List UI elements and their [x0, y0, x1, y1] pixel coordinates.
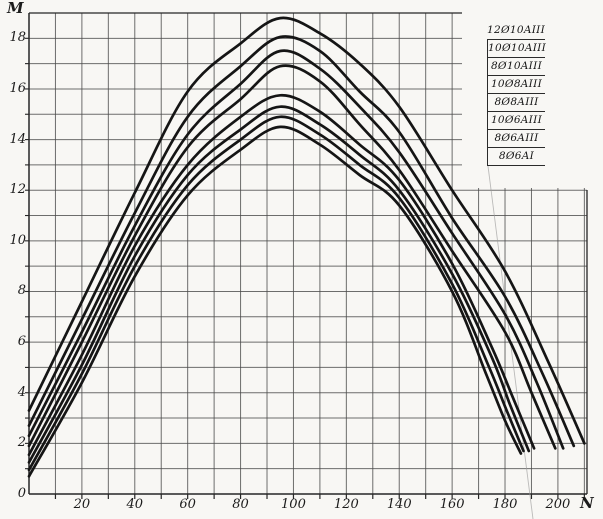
- legend-item: 10Ø8AIII: [487, 76, 545, 94]
- curve-series-1: [27, 16, 586, 445]
- x-tick-label: 200: [545, 497, 571, 512]
- y-tick-label: 6: [17, 334, 26, 350]
- legend-item: 8Ø10AIII: [487, 58, 545, 76]
- x-tick-label: 60: [179, 497, 196, 512]
- curve-series-5: [27, 93, 536, 457]
- legend-item: 8Ø8AIII: [487, 94, 545, 112]
- y-tick-label: 4: [17, 384, 26, 400]
- y-tick-label: 16: [9, 80, 26, 96]
- x-tick-label: 100: [281, 497, 306, 512]
- x-tick-label: 160: [439, 497, 465, 512]
- y-tick-label: 8: [17, 283, 26, 299]
- curve-series-6: [27, 105, 531, 464]
- legend-backdrop: [462, 0, 603, 188]
- legend-item: 10Ø10AIII: [487, 40, 546, 58]
- x-tick-label: 40: [126, 497, 144, 512]
- x-tick-label: 120: [333, 497, 359, 512]
- y-axis-label: M: [7, 0, 24, 17]
- x-tick-label: 180: [492, 497, 518, 512]
- legend-item: 8Ø6AIII: [487, 130, 545, 148]
- legend-item: 8Ø6AI: [487, 148, 545, 166]
- x-tick-label: 140: [386, 497, 412, 512]
- curve-series-8: [27, 125, 523, 478]
- y-tick-label: 12: [9, 182, 26, 198]
- y-tick-label: 10: [9, 232, 26, 248]
- y-tick-label: 2: [17, 435, 26, 451]
- curve-series-2: [27, 35, 576, 448]
- x-tick-label: 80: [232, 497, 249, 512]
- legend-item: 10Ø6AIII: [487, 112, 545, 130]
- curve-series-4: [27, 64, 557, 450]
- legend-item: 12Ø10AIII: [487, 21, 545, 40]
- curve-series-3: [27, 49, 565, 450]
- x-axis-label: N: [580, 494, 594, 512]
- curve-series-7: [27, 115, 525, 472]
- y-tick-label: 0: [17, 486, 26, 501]
- y-tick-label: 18: [9, 30, 26, 46]
- legend: 12Ø10AIII 10Ø10AIII 8Ø10AIII 10Ø8AIII 8Ø8AII…: [487, 21, 546, 166]
- y-tick-label: 14: [9, 131, 26, 147]
- x-tick-label: 20: [73, 497, 91, 512]
